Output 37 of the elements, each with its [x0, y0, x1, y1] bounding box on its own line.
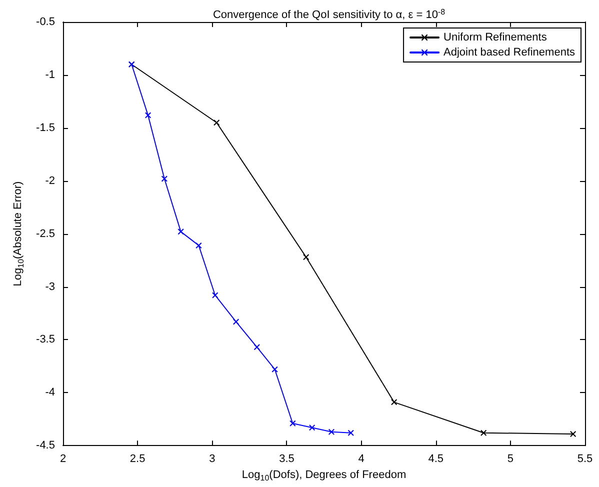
point: [196, 242, 202, 248]
y-axis-title: Log10(Absolute Error): [12, 181, 26, 286]
point: [348, 430, 354, 436]
point: [233, 318, 240, 325]
y-tick-label: -2: [45, 174, 55, 187]
point: [309, 424, 316, 431]
y-tick-label: -2.5: [36, 228, 55, 240]
point: [212, 292, 218, 298]
x-tick-label: 5: [507, 453, 514, 466]
point: [214, 120, 220, 126]
point: [570, 430, 576, 437]
point: [145, 112, 152, 118]
x-tick-label: 5.5: [577, 453, 593, 466]
x-tick-label: 2: [60, 453, 66, 466]
point: [480, 430, 487, 436]
point: [272, 366, 278, 372]
point: [178, 228, 184, 235]
point: [303, 254, 310, 260]
point: [161, 176, 168, 182]
point: [391, 399, 398, 406]
y-tick-label: -4.5: [36, 440, 55, 452]
point: [328, 428, 334, 435]
x-tick-label: 3.5: [279, 453, 294, 466]
y-tick-label: -1.5: [36, 122, 55, 134]
point: [290, 420, 296, 426]
legend-label: Uniform Refinements: [444, 32, 548, 44]
y-tick-label: -3: [45, 280, 55, 293]
legend-label: Adjoint based Refinements: [444, 46, 576, 58]
y-tick-label: -0.5: [36, 16, 55, 28]
x-tick-label: 4: [358, 453, 364, 466]
point: [254, 344, 260, 350]
x-tick-label: 2.5: [130, 453, 146, 466]
y-tick-label: -3.5: [36, 334, 55, 346]
y-tick-label: -1: [45, 68, 55, 81]
x-tick-label: 4.5: [428, 453, 444, 466]
y-tick-label: -4: [45, 386, 55, 399]
x-tick-label: 3: [209, 453, 216, 466]
